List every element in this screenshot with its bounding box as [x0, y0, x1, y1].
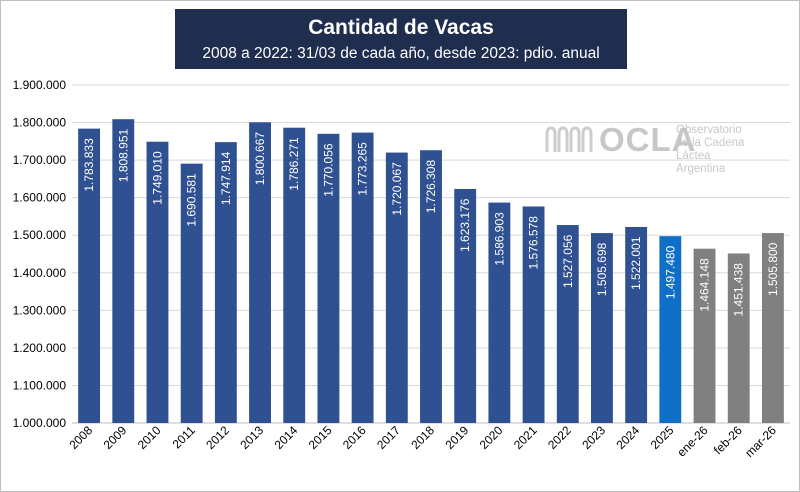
logo-line3: Argentina	[676, 163, 726, 175]
y-tick-label: 1.400.000	[13, 266, 67, 280]
x-tick-label: 2012	[203, 423, 232, 452]
x-tick-label: 2019	[443, 423, 472, 452]
bar	[385, 152, 408, 424]
logo-line1: Observatorio	[676, 124, 742, 136]
x-tick-label: 2008	[66, 423, 95, 452]
bar-value-label: 1.522.001	[629, 236, 643, 290]
bar	[180, 163, 203, 423]
bar	[249, 122, 271, 424]
bar-value-label: 1.720.067	[390, 162, 404, 216]
y-tick-label: 1.900.000	[13, 78, 67, 92]
y-tick-label: 1.700.000	[13, 153, 67, 167]
x-tick-label: 2017	[374, 423, 403, 452]
bar-value-label: 1.773.265	[356, 142, 370, 196]
x-tick-label: 2022	[545, 423, 574, 452]
y-tick-label: 1.500.000	[13, 228, 67, 242]
bar-value-label: 1.451.438	[732, 263, 746, 317]
x-tick-label: 2024	[613, 423, 642, 452]
bar	[556, 225, 579, 423]
bar	[625, 226, 648, 423]
x-tick-label: 2010	[135, 423, 164, 452]
ocla-logo: OCLA Observatorio de la Cadena Láctea Ar…	[543, 121, 758, 175]
bar	[761, 233, 784, 423]
bar-value-label: 1.786.271	[287, 137, 301, 191]
bar-value-label: 1.747.914	[219, 151, 233, 205]
y-tick-label: 1.800.000	[13, 116, 67, 130]
x-tick-label: 2016	[340, 423, 369, 452]
bar-value-label: 1.623.176	[458, 198, 472, 252]
bar	[591, 233, 613, 423]
x-tick-label: feb-26	[711, 423, 745, 457]
y-axis-ticks: 1.000.000 1.100.000 1.200.000 1.300.000 1.40…	[13, 78, 67, 430]
x-tick-label: 2011	[170, 423, 198, 451]
x-tick-label: 2020	[477, 423, 506, 452]
logo-subtitle: Observatorio de la Cadena Láctea Argenti…	[676, 124, 758, 176]
bar	[659, 236, 682, 423]
bar	[283, 127, 306, 424]
bar	[454, 188, 477, 423]
bar	[420, 150, 442, 423]
bar	[317, 133, 340, 423]
bar-value-label: 1.808.951	[116, 128, 130, 182]
logo-name: OCLA	[599, 121, 697, 158]
bar	[522, 206, 545, 423]
chart-title: Cantidad de Vacas	[308, 16, 494, 39]
bar-value-label: 1.576.578	[527, 216, 541, 270]
y-tick-label: 1.000.000	[13, 416, 67, 430]
milk-bottles-icon	[545, 126, 593, 152]
bar-value-label: 1.726.308	[424, 160, 438, 214]
logo-line2: de la Cadena Láctea	[676, 137, 745, 162]
bar	[727, 253, 750, 423]
bar-value-label: 1.800.667	[253, 132, 267, 186]
x-tick-label: 2018	[408, 423, 437, 452]
x-tick-label: mar-26	[742, 423, 779, 460]
bar	[112, 119, 135, 423]
x-tick-label: 2009	[101, 423, 130, 452]
x-axis-ticks: 2008 2009 2010 2011 2012 2013 2014 2015 2016 2017…	[66, 423, 779, 460]
y-tick-label: 1.300.000	[13, 303, 67, 317]
bar-value-label: 1.464.148	[698, 258, 712, 312]
x-tick-label: ene-26	[674, 423, 711, 460]
bar	[214, 142, 237, 423]
bar-value-label: 1.497.480	[663, 245, 677, 299]
y-tick-label: 1.200.000	[13, 341, 67, 355]
y-tick-label: 1.600.000	[13, 191, 67, 205]
y-tick-label: 1.100.000	[13, 378, 67, 392]
bar-value-label: 1.770.056	[321, 143, 335, 197]
bar-value-label: 1.586.903	[492, 212, 506, 266]
x-tick-label: 2025	[648, 423, 677, 452]
bar-value-label: 1.505.800	[766, 242, 780, 296]
bar-value-label: 1.749.010	[150, 151, 164, 205]
bars: 1.783.833 1.808.951 1.749.010 1.690.581 1.74…	[78, 119, 784, 424]
x-tick-label: 2013	[237, 423, 266, 452]
x-tick-label: 2014	[272, 423, 301, 452]
chart-title-box: Cantidad de Vacas 2008 a 2022: 31/03 de …	[175, 9, 627, 69]
x-tick-label: 2021	[511, 423, 540, 452]
bar-value-label: 1.527.056	[561, 234, 575, 288]
chart-subtitle: 2008 a 2022: 31/03 de cada año, desde 20…	[202, 45, 600, 62]
bar-value-label: 1.783.833	[82, 138, 96, 192]
x-tick-label: 2023	[579, 423, 608, 452]
bar-value-label: 1.505.698	[595, 242, 609, 296]
bar	[146, 141, 169, 423]
bar	[693, 248, 716, 423]
bar-value-label: 1.690.581	[185, 173, 199, 227]
x-tick-label: 2015	[306, 423, 335, 452]
bar	[351, 132, 374, 423]
bar	[488, 202, 511, 423]
bar	[78, 128, 101, 423]
